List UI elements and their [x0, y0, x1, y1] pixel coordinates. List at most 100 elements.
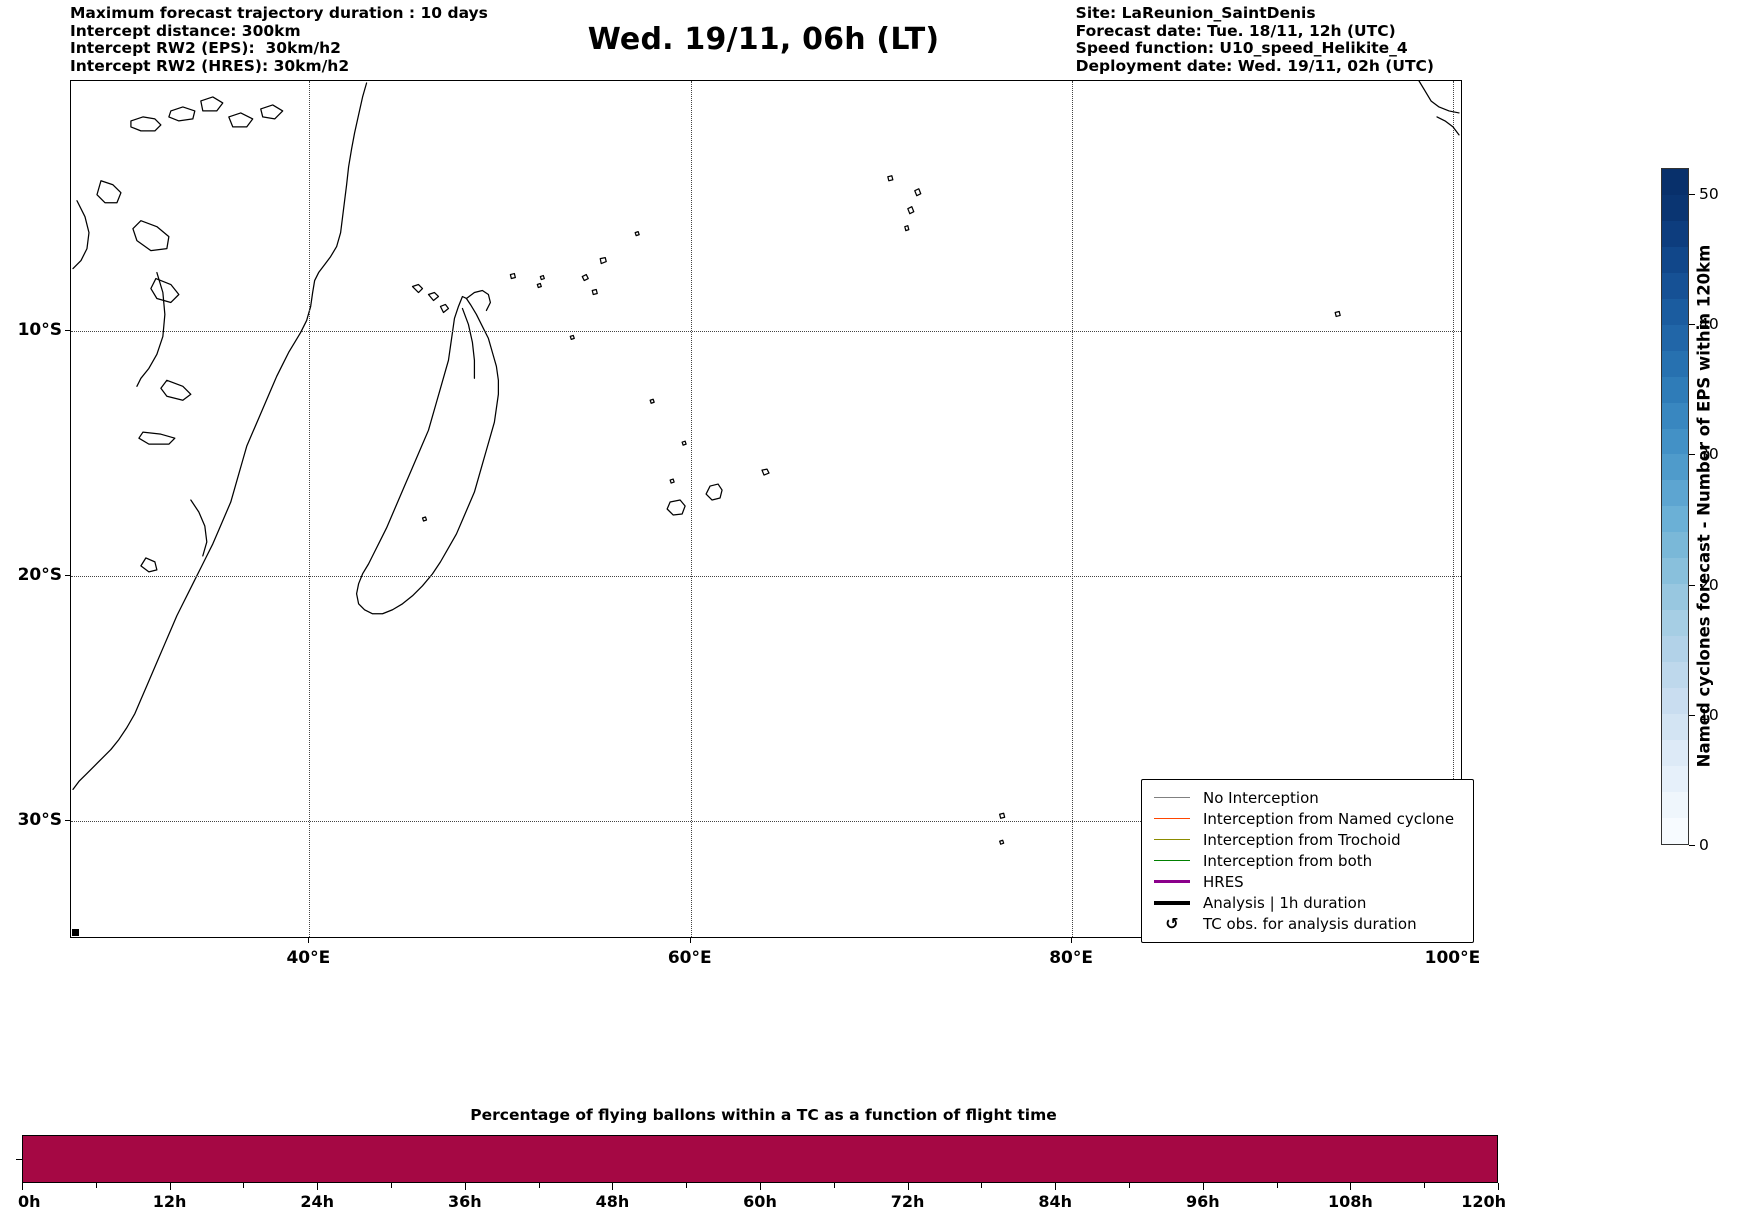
- colorbar-segment-7: [1662, 636, 1688, 663]
- pct-tick-12: [169, 1183, 171, 1190]
- map-gridline-lon-40: [309, 81, 311, 937]
- colorbar-tick-50: [1689, 194, 1695, 196]
- pct-minor-tick-54: [686, 1183, 688, 1188]
- colorbar-segment-12: [1662, 506, 1688, 533]
- header-parameters-block: Maximum forecast trajectory duration : 1…: [70, 4, 488, 75]
- pct-ytick: [16, 1159, 22, 1160]
- pct-minor-tick-30: [391, 1183, 392, 1188]
- colorbar-tick-20: [1689, 584, 1695, 586]
- colorbar-segment-21: [1662, 272, 1688, 299]
- legend-line-4: [1154, 880, 1190, 883]
- pct-tick-0: [22, 1183, 23, 1190]
- colorbar-tick-30: [1689, 454, 1695, 456]
- colorbar-tick-10: [1689, 714, 1695, 716]
- pct-minor-tick-6: [95, 1183, 97, 1188]
- legend-line-swatch-2: [1151, 839, 1193, 840]
- legend-item-0[interactable]: No Interception: [1151, 787, 1464, 808]
- map-gridline-lat--20: [71, 576, 1461, 578]
- pct-tick-label-108: 108h: [1327, 1192, 1373, 1211]
- map-ytick--10: [65, 330, 70, 332]
- colorbar-segment-18: [1662, 350, 1688, 377]
- legend-item-3[interactable]: Interception from both: [1151, 850, 1464, 871]
- colorbar-gradient: [1661, 168, 1689, 845]
- map-gridline-lat--10: [71, 331, 1461, 333]
- colorbar-segment-1: [1662, 792, 1688, 819]
- pct-minor-tick-90: [1129, 1183, 1130, 1188]
- colorbar-tick-0: [1689, 845, 1695, 846]
- pct-tick-label-72: 72h: [890, 1192, 925, 1211]
- pct-minor-tick-66: [833, 1183, 835, 1188]
- header-site-line-1: Forecast date: Tue. 18/11, 12h (UTC): [1075, 21, 1396, 40]
- pct-tick-84: [1055, 1183, 1057, 1190]
- pct-tick-96: [1202, 1183, 1204, 1190]
- legend-item-2[interactable]: Interception from Trochoid: [1151, 829, 1464, 850]
- colorbar-tick-label-20: 20: [1699, 575, 1719, 594]
- legend-line-1: [1154, 818, 1190, 819]
- legend-item-6[interactable]: ↺ TC obs. for analysis duration: [1151, 913, 1464, 934]
- pct-minor-tick-18: [243, 1183, 245, 1188]
- pct-tick-label-60: 60h: [743, 1192, 777, 1211]
- colorbar-segment-5: [1662, 688, 1688, 715]
- map-xtick-40: [308, 938, 310, 943]
- legend-item-1[interactable]: Interception from Named cyclone: [1151, 808, 1464, 829]
- pct-minor-tick-102: [1276, 1183, 1278, 1188]
- map-gridline-lat--30: [71, 821, 1461, 823]
- pct-minor-tick-42: [538, 1183, 540, 1188]
- header-site-line-0: Site: LaReunion_SaintDenis: [1075, 4, 1316, 22]
- legend-line-3: [1154, 860, 1190, 861]
- colorbar-segment-19: [1662, 324, 1688, 351]
- map-xtick-60: [689, 938, 691, 943]
- colorbar-segment-4: [1662, 714, 1688, 741]
- colorbar-segment-11: [1662, 532, 1688, 559]
- legend-item-5[interactable]: Analysis | 1h duration: [1151, 892, 1464, 913]
- pct-tick-72: [907, 1183, 909, 1190]
- legend-line-swatch-1: [1151, 818, 1193, 819]
- legend-line-swatch-0: [1151, 797, 1193, 798]
- legend-label-4: HRES: [1203, 872, 1244, 891]
- rotation-arrow-icon: ↺: [1165, 913, 1179, 933]
- colorbar-tick-label-0: 0: [1699, 836, 1709, 854]
- page-title: Wed. 19/11, 06h (LT): [587, 22, 940, 57]
- pct-tick-60: [760, 1183, 761, 1190]
- pct-tick-label-48: 48h: [595, 1192, 630, 1211]
- header-site-line-2: Speed function: U10_speed_Helikite_4: [1075, 39, 1408, 57]
- legend-line-0: [1154, 797, 1190, 798]
- pct-minor-tick-114: [1424, 1183, 1426, 1188]
- colorbar-segment-6: [1662, 662, 1688, 689]
- colorbar-segment-10: [1662, 558, 1688, 585]
- percentage-bar-title: Percentage of flying ballons within a TC…: [470, 1106, 1057, 1124]
- deployment-site-marker: [72, 929, 79, 936]
- legend-label-5: Analysis | 1h duration: [1203, 893, 1367, 912]
- map-legend[interactable]: No Interception Interception from Named c…: [1141, 779, 1474, 943]
- colorbar-tick-label-50: 50: [1699, 185, 1719, 204]
- header-param-line-3: Intercept RW2 (HRES): 30km/h2: [70, 56, 350, 75]
- colorbar-segment-22: [1662, 246, 1688, 273]
- colorbar-tick-label-40: 40: [1699, 315, 1719, 334]
- header-param-line-1: Intercept distance: 300km: [70, 21, 301, 40]
- colorbar-segment-25: [1662, 168, 1688, 195]
- pct-tick-label-84: 84h: [1038, 1192, 1073, 1211]
- percentage-bar-axes[interactable]: [22, 1135, 1498, 1183]
- pct-tick-36: [464, 1183, 466, 1190]
- colorbar-segment-2: [1662, 766, 1688, 793]
- map-xtick-label-80: 80°E: [1049, 948, 1093, 968]
- header-site-line-3: Deployment date: Wed. 19/11, 02h (UTC): [1075, 56, 1434, 75]
- map-xtick-label-100: 100°E: [1424, 948, 1481, 968]
- legend-label-6: TC obs. for analysis duration: [1203, 914, 1417, 933]
- legend-label-3: Interception from both: [1203, 851, 1373, 870]
- colorbar-segment-0: [1662, 818, 1688, 844]
- legend-item-4[interactable]: HRES: [1151, 871, 1464, 892]
- legend-label-1: Interception from Named cyclone: [1203, 809, 1455, 828]
- colorbar-segment-20: [1662, 298, 1688, 325]
- colorbar-segment-3: [1662, 740, 1688, 767]
- colorbar[interactable]: 0 10 20 30 40 50: [1661, 168, 1719, 854]
- colorbar-segment-16: [1662, 402, 1688, 429]
- colorbar-segment-15: [1662, 428, 1688, 455]
- map-xtick-label-40: 40°E: [286, 948, 331, 968]
- map-ytick--20: [65, 575, 70, 577]
- pct-tick-24: [317, 1183, 319, 1190]
- legend-line-swatch-3: [1151, 860, 1193, 861]
- pct-tick-label-0: 0h: [17, 1192, 41, 1211]
- map-gridline-lon-60: [690, 81, 692, 937]
- legend-label-0: No Interception: [1203, 788, 1319, 807]
